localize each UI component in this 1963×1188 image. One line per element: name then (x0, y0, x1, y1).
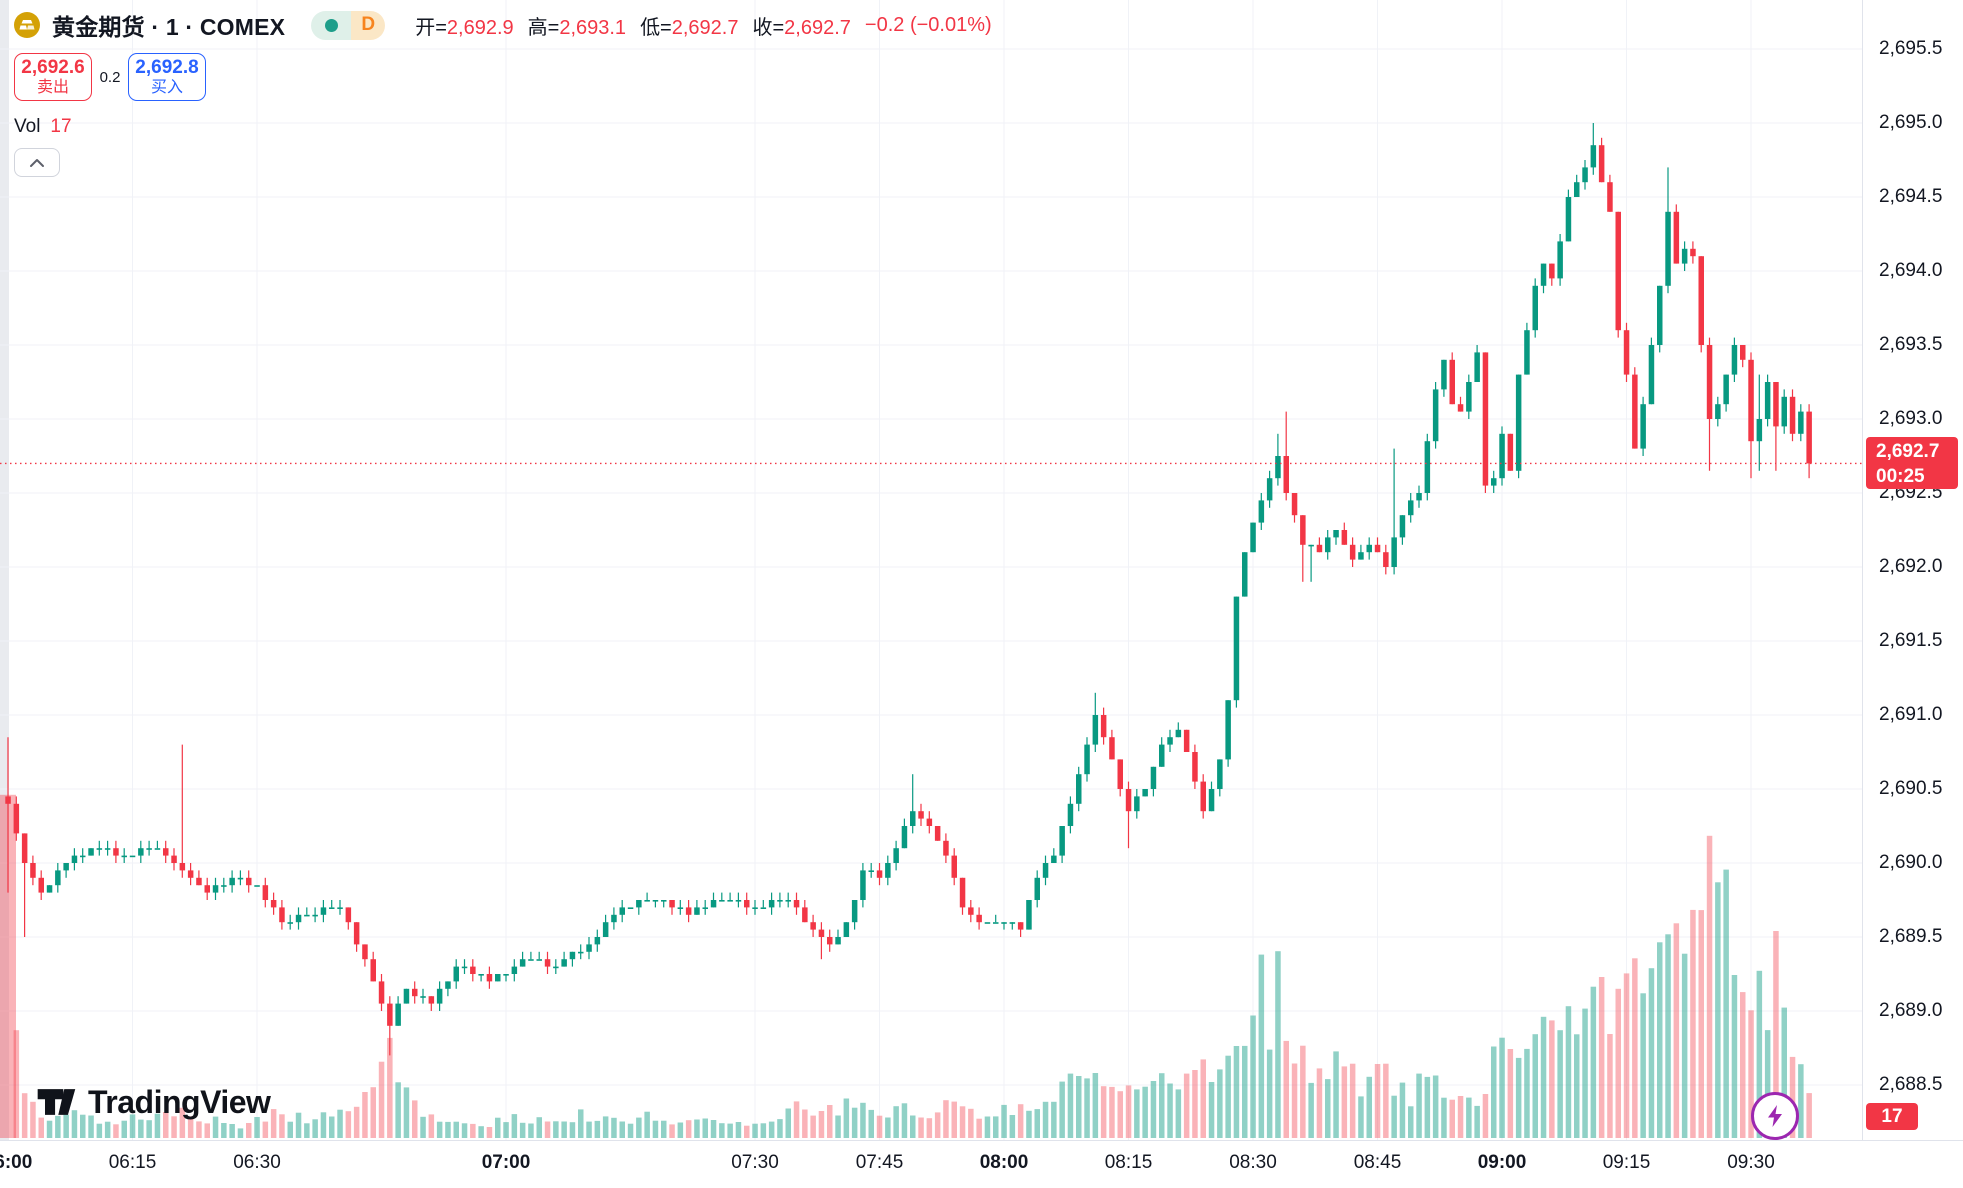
low-value: 2,692.7 (671, 16, 739, 39)
time-axis-label: 07:45 (855, 1152, 904, 1173)
time-axis-label: 08:15 (1104, 1152, 1153, 1173)
close-label: 收= (752, 16, 785, 39)
sell-label: 卖出 (36, 78, 69, 96)
instant-trade-button[interactable] (1751, 1092, 1799, 1140)
time-axis[interactable]: 06:00 06:15 06:30 07:00 07:30 07:45 08:00 08:15… (0, 1140, 1963, 1188)
time-axis-label: 06:15 (108, 1152, 157, 1173)
price-axis-label: 2,692.0 (1879, 556, 1943, 577)
chart-pane[interactable]: 黄金期货 · 1 · COMEX D 开=2,692.9 高=2,693.1 低… (0, 0, 1862, 1140)
close-value: 2,692.7 (784, 16, 851, 39)
sell-price: 2,692.6 (21, 56, 85, 78)
price-axis-label: 2,691.5 (1879, 630, 1943, 651)
time-axis-label: 09:15 (1602, 1152, 1651, 1173)
gold-coin-icon (14, 12, 40, 38)
chart-legend: 黄金期货 · 1 · COMEX D 开=2,692.9 高=2,693.1 低… (14, 8, 992, 177)
price-axis-label: 2,693.0 (1879, 408, 1943, 429)
market-open-dot-icon (324, 18, 338, 32)
change-value: −0.2 (−0.01%) (864, 13, 992, 36)
price-axis-label: 2,690.0 (1879, 852, 1943, 873)
buy-price: 2,692.8 (135, 56, 199, 78)
vol-value: 17 (50, 116, 72, 137)
ohlc-readout: 开=2,692.9 高=2,693.1 低=2,692.7 收=2,692.7 … (415, 11, 991, 40)
price-axis-label: 2,694.5 (1879, 186, 1943, 207)
time-axis-label: 09:30 (1727, 1152, 1775, 1173)
time-axis-label: 07:00 (481, 1152, 531, 1173)
market-status-badge[interactable] (311, 10, 352, 40)
open-value: 2,692.9 (446, 16, 514, 39)
price-axis[interactable]: 2,695.5 2,695.0 2,694.5 2,694.0 2,693.5 2,693… (1862, 0, 1963, 1140)
high-label: 高= (527, 16, 560, 39)
sell-button[interactable]: 2,692.6 卖出 (14, 53, 92, 101)
price-axis-label: 2,695.0 (1879, 112, 1943, 133)
time-axis-label: 08:00 (979, 1152, 1029, 1173)
tradingview-mark-icon (37, 1089, 76, 1115)
price-axis-label: 2,689.5 (1879, 926, 1943, 947)
time-axis-label: 08:45 (1353, 1152, 1402, 1173)
price-axis-label: 2,689.0 (1879, 1000, 1943, 1021)
tradingview-logo: TradingView (34, 1080, 271, 1124)
time-axis-label: 07:30 (731, 1152, 779, 1173)
spread-value: 0.2 (99, 68, 121, 86)
symbol-title[interactable]: 黄金期货 · 1 · COMEX (52, 14, 286, 40)
volume-indicator-legend[interactable]: Vol 17 (14, 116, 992, 138)
volume-axis-badge: 17 (1866, 1103, 1918, 1130)
price-axis-label: 2,693.5 (1879, 334, 1943, 355)
lightning-icon (1768, 1105, 1782, 1127)
time-axis-label: 06:00 (0, 1152, 33, 1173)
last-price-value: 2,692.7 (1876, 441, 1940, 462)
bar-countdown: 00:25 (1876, 465, 1925, 487)
high-value: 2,693.1 (559, 16, 627, 39)
price-axis-label: 2,690.5 (1879, 778, 1943, 799)
price-axis-label: 2,695.5 (1879, 38, 1943, 59)
candlestick-chart[interactable] (0, 0, 1862, 1140)
chevron-up-icon (30, 158, 44, 167)
low-label: 低= (640, 16, 672, 39)
status-interval-badges[interactable]: D (311, 10, 386, 40)
interval-badge[interactable]: D (351, 10, 386, 40)
vol-label: Vol (14, 116, 41, 137)
buy-label: 买入 (150, 78, 183, 96)
symbol-title-row: 黄金期货 · 1 · COMEX D 开=2,692.9 高=2,693.1 低… (14, 8, 992, 42)
buy-button[interactable]: 2,692.8 买入 (128, 53, 206, 101)
price-axis-label: 2,688.5 (1879, 1074, 1943, 1095)
time-axis-label: 09:00 (1477, 1152, 1527, 1173)
tradingview-wordmark: TradingView (88, 1083, 271, 1120)
open-label: 开= (415, 16, 447, 39)
price-axis-label: 2,691.0 (1879, 704, 1943, 725)
price-axis-label: 2,694.0 (1879, 260, 1943, 281)
left-edge-strip (0, 0, 9, 1140)
time-axis-label: 08:30 (1229, 1152, 1277, 1173)
trade-buttons-row: 2,692.6 卖出 0.2 2,692.8 买入 (14, 52, 992, 102)
collapse-legend-button[interactable] (14, 148, 60, 177)
time-axis-label: 06:30 (233, 1152, 281, 1173)
last-price-badge: 2,692.7 00:25 (1866, 437, 1958, 489)
